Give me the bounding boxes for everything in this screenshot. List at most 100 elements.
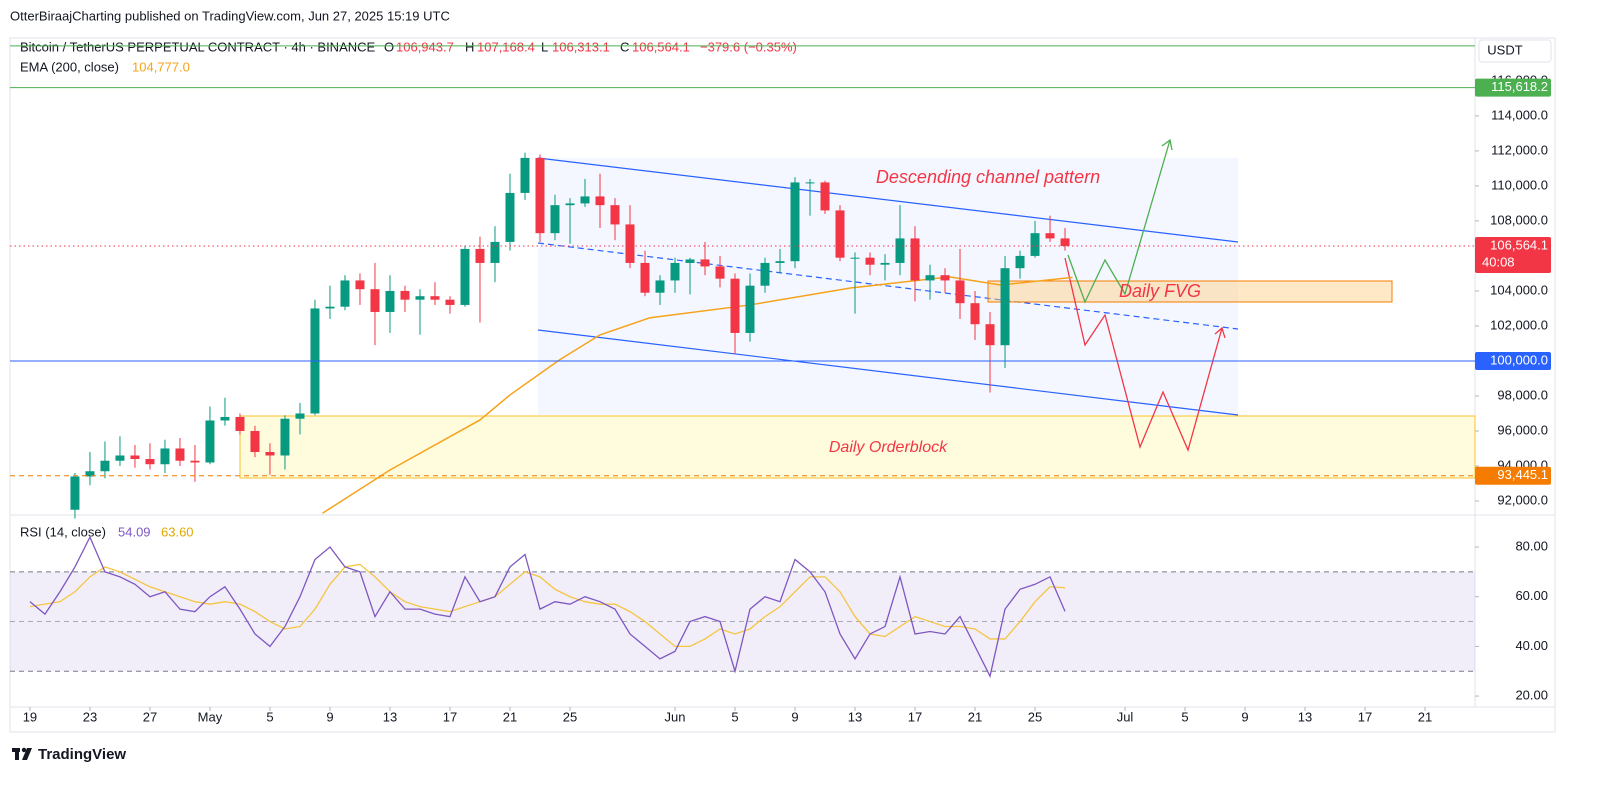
candle-body bbox=[895, 238, 905, 263]
x-tick-label: 17 bbox=[1358, 709, 1372, 724]
ema-line bbox=[322, 276, 1073, 514]
candle-body bbox=[805, 182, 815, 184]
annotation: Daily Orderblock bbox=[829, 439, 948, 456]
channel-upper bbox=[537, 157, 1239, 243]
currency[interactable]: USDT bbox=[1487, 42, 1522, 57]
candle-body bbox=[715, 266, 725, 279]
candle-body bbox=[700, 259, 710, 267]
publisher: OtterBiraajCharting published on Trading… bbox=[10, 8, 450, 23]
x-tick-label: 23 bbox=[83, 709, 97, 724]
candle-body bbox=[160, 448, 170, 465]
orderblock-zone bbox=[239, 415, 1476, 479]
candle-body bbox=[940, 275, 950, 281]
price-badge bbox=[1475, 351, 1551, 370]
candle-body bbox=[340, 280, 350, 307]
candle-body bbox=[985, 324, 995, 346]
candle-body bbox=[445, 299, 455, 305]
price-badge bbox=[1475, 466, 1551, 485]
candle-body bbox=[970, 303, 980, 325]
candle-body bbox=[385, 290, 395, 312]
candle-body bbox=[580, 196, 590, 204]
candle-body bbox=[535, 157, 545, 234]
ema-value: 104,777.0 bbox=[132, 59, 190, 74]
candle-body bbox=[655, 280, 665, 293]
candle-body bbox=[745, 285, 755, 333]
x-tick-label: 27 bbox=[143, 709, 157, 724]
candle-body bbox=[100, 460, 110, 472]
ohlc-change: −379.6 (−0.35%) bbox=[700, 39, 797, 54]
candle-body bbox=[145, 458, 155, 465]
y-tick-label: 108,000.0 bbox=[1490, 212, 1548, 227]
rsi-line bbox=[29, 535, 1066, 679]
y-tick-label: 20.00 bbox=[1515, 688, 1548, 703]
frame bbox=[9, 37, 1556, 733]
bear-arrowhead bbox=[1214, 326, 1226, 339]
candle-body bbox=[955, 280, 965, 304]
rsi-name: RSI (14, close) bbox=[20, 524, 106, 539]
candle-body bbox=[730, 278, 740, 333]
y-tick-label: 102,000.0 bbox=[1490, 317, 1548, 332]
candle-body bbox=[265, 451, 275, 456]
candle-body bbox=[325, 306, 335, 309]
candle-body bbox=[835, 210, 845, 258]
y-tick-label: 114,000.0 bbox=[1491, 107, 1548, 122]
ohlc-value: 107,168.4 bbox=[477, 39, 535, 54]
candle-body bbox=[1000, 268, 1010, 346]
y-tick-label: 104,000.0 bbox=[1490, 282, 1548, 297]
bull-projection bbox=[1067, 139, 1171, 304]
y-tick-label: 40.00 bbox=[1515, 638, 1548, 653]
candle-body bbox=[925, 275, 935, 281]
x-tick-label: 21 bbox=[968, 709, 982, 724]
ema-name: EMA (200, close) bbox=[20, 59, 119, 74]
price-badge-label: 115,618.2 bbox=[1491, 79, 1548, 94]
candle-body bbox=[865, 257, 875, 265]
x-tick-label: 13 bbox=[1298, 709, 1312, 724]
candle-body bbox=[490, 241, 500, 263]
ohlc-label: L bbox=[541, 39, 548, 54]
bull-arrowhead bbox=[1161, 138, 1173, 151]
candle-body bbox=[610, 205, 620, 225]
candle-body bbox=[1045, 233, 1055, 239]
countdown: 40:08 bbox=[1482, 254, 1515, 269]
candle-body bbox=[820, 182, 830, 211]
y-tick-label: 98,000.0 bbox=[1497, 387, 1548, 402]
x-tick-label: 21 bbox=[1418, 709, 1432, 724]
x-tick-label: 13 bbox=[383, 709, 397, 724]
candle-body bbox=[280, 418, 290, 456]
y-tick-label: 92,000.0 bbox=[1497, 492, 1548, 507]
ohlc-label: C bbox=[620, 39, 629, 54]
y-tick-label: 112,000.0 bbox=[1491, 142, 1548, 157]
candle-body bbox=[415, 296, 425, 300]
price-badge-label: 93,445.1 bbox=[1497, 467, 1548, 482]
x-tick-label: 9 bbox=[1241, 709, 1248, 724]
price-badge-label: 106,564.1 bbox=[1490, 237, 1548, 252]
candle-body bbox=[370, 289, 380, 312]
price-badge-label: 100,000.0 bbox=[1490, 352, 1548, 367]
currency-box[interactable] bbox=[1478, 39, 1552, 63]
bear-projection bbox=[1064, 257, 1223, 452]
x-tick-label: May bbox=[198, 709, 223, 724]
symbol: Bitcoin / TetherUS PERPETUAL CONTRACT · … bbox=[20, 39, 376, 54]
candle-body bbox=[85, 471, 95, 477]
price-badge bbox=[1475, 78, 1551, 97]
x-tick-label: 5 bbox=[1181, 709, 1188, 724]
candle-body bbox=[565, 203, 575, 206]
candle-body bbox=[295, 413, 305, 419]
x-tick-label: 13 bbox=[848, 709, 862, 724]
candle-body bbox=[220, 416, 230, 421]
ohlc-label: H bbox=[465, 39, 474, 54]
candle-body bbox=[190, 460, 200, 463]
candle-body bbox=[640, 262, 650, 293]
x-tick-label: Jun bbox=[665, 709, 686, 724]
y-tick-label: 60.00 bbox=[1515, 588, 1548, 603]
candle-body bbox=[1030, 233, 1040, 256]
ohlc-label: O bbox=[384, 39, 394, 54]
channel-mid bbox=[537, 242, 1239, 330]
candle-body bbox=[850, 257, 860, 259]
x-tick-label: 5 bbox=[731, 709, 738, 724]
channel-lower bbox=[537, 329, 1239, 416]
candle-body bbox=[355, 280, 365, 290]
candle-body bbox=[130, 455, 140, 459]
candle-body bbox=[430, 296, 440, 300]
x-tick-label: 9 bbox=[326, 709, 333, 724]
